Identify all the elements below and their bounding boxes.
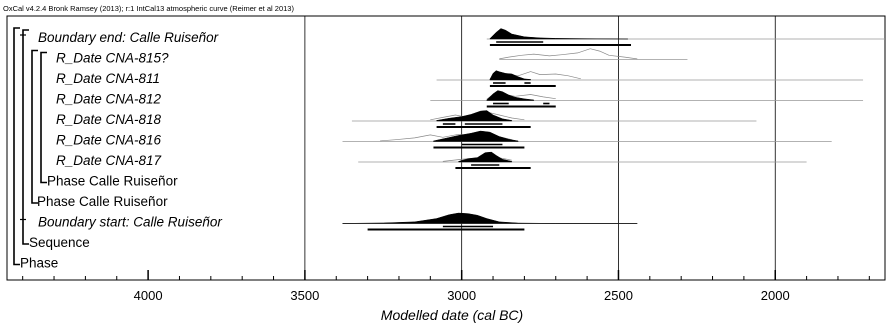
- row-label: R_Date CNA-817: [56, 153, 162, 168]
- row-label: R_Date CNA-818: [56, 112, 162, 127]
- row-label: R_Date CNA-815?: [56, 51, 169, 66]
- row-label: R_Date CNA-812: [56, 92, 162, 107]
- likelihood-curve: [499, 48, 638, 60]
- row-label: Boundary start: Calle Ruiseñor: [38, 215, 222, 230]
- gridlines: [304, 16, 776, 280]
- plot-frame: [6, 15, 886, 281]
- posterior-distribution: [458, 151, 513, 163]
- rows: Boundary end: Calle Ruiseñor R_Date CNA-8…: [20, 28, 885, 271]
- phase-bracket-inner: [40, 51, 47, 184]
- tick-label: 3500: [290, 288, 319, 303]
- row-label: Sequence: [29, 235, 90, 250]
- phase-bracket: [13, 27, 20, 266]
- posterior-distribution: [436, 110, 513, 122]
- posterior-distribution: [342, 212, 638, 224]
- chart-header: OxCal v4.2.4 Bronk Ramsey (2013); r:1 In…: [3, 4, 294, 13]
- tick-label: 2500: [604, 288, 633, 303]
- posterior-distribution: [489, 28, 628, 40]
- tick-label: 3000: [447, 288, 476, 303]
- posterior-distribution: [433, 130, 519, 142]
- tick-label: 2000: [761, 288, 790, 303]
- x-axis: 4000 3500 3000 2500 2000: [22, 270, 870, 303]
- model-brackets: [13, 27, 47, 266]
- tick-label: 4000: [134, 288, 163, 303]
- row-label: Phase: [20, 256, 58, 271]
- sequence-bracket: [22, 29, 29, 245]
- row-label: R_Date CNA-811: [56, 71, 160, 86]
- posterior-distribution: [486, 90, 535, 101]
- row-label: Phase Calle Ruiseñor: [37, 194, 168, 209]
- row-label: Boundary end: Calle Ruiseñor: [38, 30, 219, 45]
- x-axis-label: Modelled date (cal BC): [381, 307, 523, 323]
- posterior-distribution: [489, 70, 531, 81]
- row-label: R_Date CNA-816: [56, 133, 162, 148]
- row-label: Phase Calle Ruiseñor: [47, 174, 178, 189]
- phase-bracket-outer: [31, 49, 38, 204]
